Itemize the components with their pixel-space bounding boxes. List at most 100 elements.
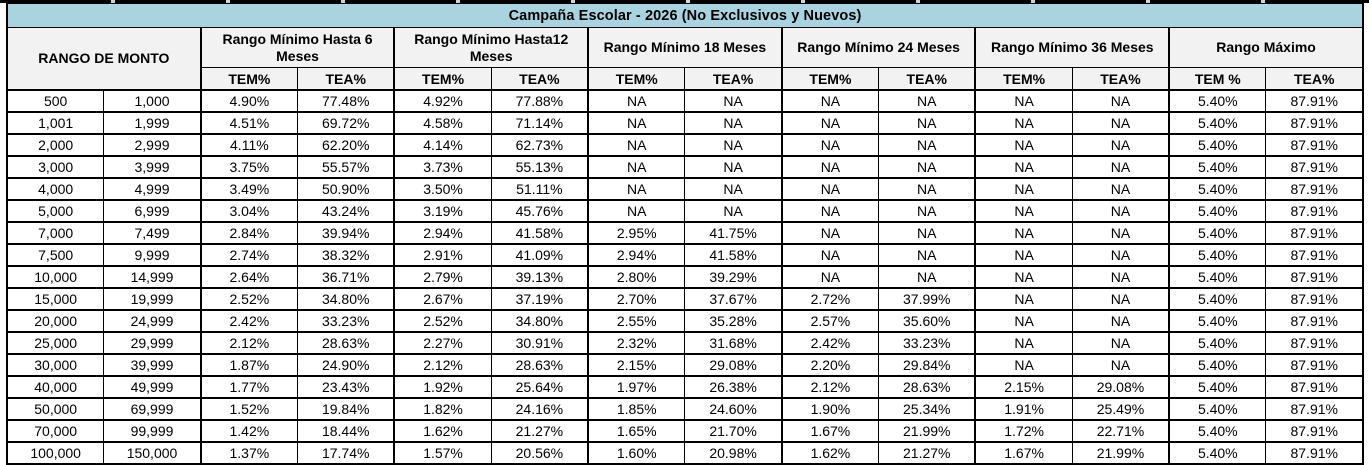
cell: 20,000 (6, 309, 105, 333)
cell: 2.15% (587, 353, 686, 377)
cell: NA (684, 89, 783, 113)
cell: 41.58% (684, 243, 783, 267)
cell: 41.09% (490, 243, 589, 267)
cell: 87.91% (1265, 441, 1364, 465)
cell: NA (587, 155, 686, 179)
cell: 2.74% (199, 243, 299, 267)
table-row: 70,000 99,999 1.42% 18.44% 1.62% 21.27% 1.65% 2… (6, 419, 1364, 443)
cell: 1.42% (199, 419, 299, 443)
cell: 4.51% (199, 111, 299, 135)
cell: 14,999 (103, 265, 202, 289)
cell: 87.91% (1265, 199, 1364, 223)
cell: 6,999 (103, 199, 202, 223)
cell: NA (974, 111, 1073, 135)
table-row: 30,000 39,999 1.87% 24.90% 2.12% 28.63% 2.15% 2… (6, 353, 1364, 377)
cell: 51.11% (490, 177, 589, 201)
cell: NA (780, 111, 880, 135)
column-header-rango-de-monto: RANGO DE MONTO (6, 27, 202, 91)
cell: 40,000 (6, 375, 105, 399)
table-title: Campaña Escolar - 2026 (No Exclusivos y … (6, 3, 1364, 28)
cell: NA (974, 199, 1073, 223)
title-row: Campaña Escolar - 2026 (No Exclusivos y … (6, 3, 1364, 28)
sub-header-tem: TEM% (199, 67, 299, 91)
sub-header-tea: TEA% (1265, 67, 1364, 91)
cell: 87.91% (1265, 155, 1364, 179)
cell: 1.62% (393, 419, 492, 443)
cell: 1.72% (974, 419, 1073, 443)
table-row: 7,000 7,499 2.84% 39.94% 2.94% 41.58% 2.95% 41.… (6, 221, 1364, 245)
cell: NA (1071, 133, 1170, 157)
rates-table: Campaña Escolar - 2026 (No Exclusivos y … (6, 3, 1364, 465)
cell: NA (974, 243, 1073, 267)
cell: NA (587, 133, 686, 157)
cell: NA (1071, 89, 1170, 113)
cell: 5.40% (1168, 111, 1267, 135)
cell: 3.73% (393, 155, 492, 179)
cell: 55.13% (490, 155, 589, 179)
cell: 87.91% (1265, 287, 1364, 311)
cell: 20.98% (684, 441, 783, 465)
cell: NA (974, 221, 1073, 245)
cell: NA (780, 265, 880, 289)
cell: NA (1071, 111, 1170, 135)
cell: 5.40% (1168, 133, 1267, 157)
cell: 34.80% (297, 287, 395, 311)
cell: 2.42% (199, 309, 299, 333)
cell: 62.73% (490, 133, 589, 157)
column-header-rango-minimo-18-meses: Rango Mínimo 18 Meses (587, 27, 783, 68)
sub-header-row: TEM% TEA% TEM% TEA% TEM% TEA% TEM% TEA% … (7, 67, 1364, 91)
cell: 2.52% (199, 287, 299, 311)
cell: 21.27% (878, 441, 976, 465)
cell: 23.43% (297, 375, 395, 399)
cell: NA (878, 243, 976, 267)
cell: 87.91% (1265, 331, 1364, 355)
table-header: Campaña Escolar - 2026 (No Exclusivos y … (6, 3, 1364, 91)
cell: NA (780, 199, 880, 223)
sub-header-tem: TEM % (1168, 67, 1267, 91)
cell: NA (684, 177, 783, 201)
cell: 33.23% (878, 331, 976, 355)
cell: 87.91% (1265, 419, 1364, 443)
cell: 150,000 (103, 441, 202, 465)
cell: 24,999 (103, 309, 202, 333)
cell: NA (878, 221, 976, 245)
cell: 28.63% (490, 353, 589, 377)
cell: 10,000 (6, 265, 105, 289)
cell: 1.60% (587, 441, 686, 465)
cell: NA (780, 89, 880, 113)
cell: NA (974, 177, 1073, 201)
cell: 31.68% (684, 331, 783, 355)
cell: 3.50% (393, 177, 492, 201)
cell: 24.90% (297, 353, 395, 377)
cell: 4.90% (199, 89, 299, 113)
cell: 30.91% (490, 331, 589, 355)
cell: 5.40% (1168, 243, 1267, 267)
cell: 3.75% (199, 155, 299, 179)
cell: 24.60% (684, 397, 783, 421)
cell: 2.42% (780, 331, 880, 355)
cell: NA (878, 199, 976, 223)
cell: 41.58% (490, 221, 589, 245)
column-header-rango-minimo-36-meses: Rango Mínimo 36 Meses (974, 27, 1170, 68)
cell: 2.72% (780, 287, 880, 311)
cell: 77.88% (490, 89, 589, 113)
cell: 1.90% (780, 397, 880, 421)
cell: NA (587, 199, 686, 223)
cell: 37.99% (878, 287, 976, 311)
table-row: 500 1,000 4.90% 77.48% 4.92% 77.88% NA NA NA NA NA… (6, 89, 1364, 113)
cell: NA (1071, 353, 1170, 377)
cell: 5.40% (1168, 155, 1267, 179)
cell: 19.84% (297, 397, 395, 421)
cell: NA (780, 177, 880, 201)
cell: 87.91% (1265, 243, 1364, 267)
cell: 2.12% (393, 353, 492, 377)
cell: 1.65% (587, 419, 686, 443)
cell: NA (974, 89, 1073, 113)
cell: 1.62% (780, 441, 880, 465)
cell: 7,000 (6, 221, 105, 245)
table-row: 15,000 19,999 2.52% 34.80% 2.67% 37.19% 2.70% 3… (6, 287, 1364, 311)
sub-header-tea: TEA% (1071, 67, 1170, 91)
cell: 22.71% (1071, 419, 1170, 443)
cell: 39,999 (103, 353, 202, 377)
